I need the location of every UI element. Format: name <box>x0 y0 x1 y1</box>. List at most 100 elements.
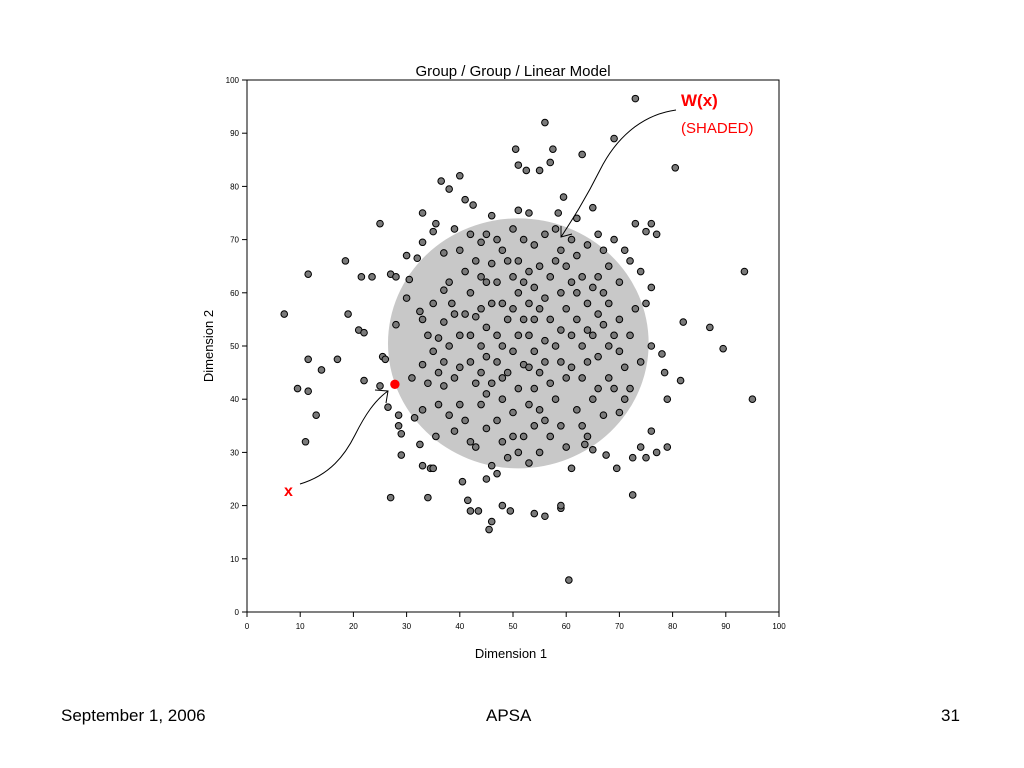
data-point <box>546 158 555 167</box>
data-point <box>394 411 403 419</box>
data-point <box>599 411 608 419</box>
x-tick-label: 50 <box>509 622 518 631</box>
data-point <box>562 374 571 382</box>
data-point <box>647 219 656 228</box>
data-point <box>376 382 384 390</box>
data-point <box>541 416 549 425</box>
data-point <box>562 262 571 271</box>
data-point <box>581 440 589 449</box>
y-tick-label: 80 <box>230 182 239 191</box>
data-point <box>530 283 539 292</box>
data-point <box>535 166 544 175</box>
data-point <box>429 464 438 473</box>
data-point <box>610 331 618 340</box>
data-point <box>541 294 549 302</box>
data-point <box>519 432 528 441</box>
wx-annotation-label: W(x) <box>681 91 718 110</box>
data-point <box>432 432 440 441</box>
data-point <box>509 273 517 281</box>
data-point <box>466 331 475 340</box>
data-point <box>471 379 480 388</box>
footer-date: September 1, 2006 <box>61 706 206 725</box>
data-point <box>578 422 586 430</box>
data-point <box>519 278 528 286</box>
data-point <box>551 257 560 265</box>
data-point <box>418 461 427 470</box>
data-point <box>551 395 560 404</box>
data-point <box>599 320 608 329</box>
x-tick-label: 70 <box>615 622 624 631</box>
chart-title: Group / Group / Linear Model <box>415 63 610 80</box>
data-point <box>437 177 445 185</box>
shaded-region-layer <box>387 218 649 469</box>
data-point <box>397 451 406 459</box>
data-point <box>663 443 672 451</box>
data-point <box>525 299 533 308</box>
x-tick-label: 20 <box>349 622 358 631</box>
data-point <box>628 491 637 499</box>
data-point <box>706 323 714 332</box>
data-point <box>304 355 312 364</box>
data-point <box>503 368 512 377</box>
data-point <box>589 203 597 212</box>
data-point <box>466 437 475 446</box>
data-point <box>487 379 496 388</box>
data-point <box>424 493 432 502</box>
data-point <box>642 453 650 462</box>
x-annotation-arrow <box>299 390 389 485</box>
data-point <box>434 368 443 377</box>
data-point <box>418 360 427 369</box>
data-point <box>549 145 557 153</box>
data-point <box>487 259 496 268</box>
data-point <box>573 251 581 260</box>
data-point <box>440 382 448 390</box>
data-point <box>599 246 608 255</box>
data-point <box>392 320 400 329</box>
y-tick-label: 90 <box>230 129 239 138</box>
data-point <box>509 432 517 441</box>
data-point <box>498 501 507 510</box>
data-point <box>530 509 539 518</box>
data-point <box>557 422 565 430</box>
data-point <box>450 310 459 318</box>
data-point <box>487 517 496 526</box>
data-point <box>602 451 610 459</box>
data-point <box>594 310 602 318</box>
data-point <box>493 469 501 478</box>
data-point <box>589 445 597 454</box>
data-point <box>461 267 469 276</box>
y-tick-label: 40 <box>230 395 239 404</box>
x-tick-label: 90 <box>721 622 730 631</box>
data-point <box>445 411 453 419</box>
data-point <box>357 273 366 281</box>
data-point <box>589 331 597 340</box>
data-point <box>583 432 592 441</box>
data-point <box>503 257 512 265</box>
data-point <box>466 507 475 515</box>
data-point <box>525 209 533 217</box>
data-point <box>578 150 586 159</box>
data-point <box>304 387 312 396</box>
data-point <box>620 246 629 255</box>
data-point <box>360 376 368 385</box>
data-point <box>546 273 555 281</box>
data-point <box>604 374 613 382</box>
data-point <box>567 464 576 473</box>
data-point <box>477 368 485 377</box>
y-tick-label: 50 <box>230 342 239 351</box>
data-point <box>594 273 602 281</box>
x-tick-label: 10 <box>296 622 305 631</box>
x-tick-label: 30 <box>402 622 411 631</box>
data-point <box>466 230 475 239</box>
data-point <box>482 390 491 398</box>
data-point <box>477 273 485 281</box>
data-point <box>535 368 544 377</box>
wx-annotation-sublabel: (SHADED) <box>681 120 754 137</box>
data-point <box>493 278 501 286</box>
x-tick-label: 0 <box>245 622 250 631</box>
data-point <box>450 374 459 382</box>
y-tick-label: 30 <box>230 448 239 457</box>
data-point <box>448 299 456 308</box>
data-point <box>487 211 496 220</box>
data-point <box>636 358 645 366</box>
